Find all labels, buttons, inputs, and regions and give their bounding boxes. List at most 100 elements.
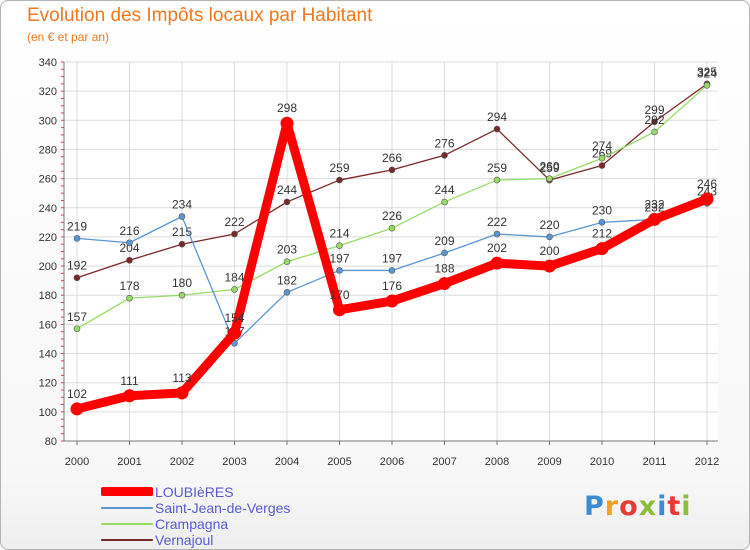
data-label-vernajoul: 269	[592, 146, 612, 160]
data-label-vernajoul: 294	[487, 110, 507, 124]
data-point-crampagna	[703, 82, 711, 89]
data-label-loubi-res: 200	[539, 244, 559, 258]
data-label-loubi-res: 113	[172, 371, 191, 385]
x-tick-label: 2012	[695, 456, 719, 468]
x-tick-label: 2006	[380, 456, 404, 468]
data-point-loubi-res	[490, 256, 504, 270]
data-label-crampagna: 260	[539, 160, 559, 174]
legend-label: LOUBIèRES	[155, 484, 234, 500]
data-point-loubi-res	[385, 294, 399, 308]
x-tick-label: 2009	[537, 456, 561, 468]
legend-label: Saint-Jean-de-Verges	[155, 500, 291, 516]
logo-letter: o	[619, 491, 639, 522]
data-label-crampagna: 157	[67, 310, 87, 324]
data-label-saint-jean-de-verges: 216	[119, 224, 139, 238]
data-point-saint-jean-de-verges	[546, 233, 553, 241]
logo-letter: P	[584, 491, 605, 522]
data-point-saint-jean-de-verges	[598, 219, 606, 226]
data-label-crampagna: 274	[592, 139, 612, 153]
data-point-crampagna	[546, 175, 553, 182]
data-point-crampagna	[126, 294, 133, 302]
data-point-vernajoul	[283, 198, 291, 206]
data-label-saint-jean-de-verges: 219	[67, 219, 87, 233]
y-tick-label: 200	[39, 261, 57, 273]
data-label-crampagna: 203	[277, 243, 297, 257]
x-tick-label: 2004	[275, 456, 299, 468]
data-point-crampagna	[231, 286, 238, 293]
data-point-crampagna	[598, 154, 606, 162]
data-label-saint-jean-de-verges: 182	[277, 273, 297, 287]
legend-swatch-saint-jean-de-verges	[101, 507, 153, 509]
x-tick-label: 2010	[590, 456, 614, 468]
y-tick-label: 300	[39, 115, 57, 127]
data-label-vernajoul: 215	[172, 225, 192, 239]
logo-letter: t	[667, 491, 682, 522]
data-label-vernajoul: 259	[329, 161, 349, 175]
legend-item-vernajoul: Vernajoul	[101, 532, 331, 548]
data-label-vernajoul: 244	[277, 183, 297, 197]
logo-letter: r	[604, 491, 620, 522]
data-label-crampagna: 259	[487, 161, 507, 175]
data-label-loubi-res: 154	[224, 311, 244, 325]
y-tick-label: 280	[39, 144, 57, 156]
x-tick-label: 2011	[643, 456, 667, 468]
data-label-saint-jean-de-verges: 209	[434, 234, 454, 248]
data-label-loubi-res: 212	[592, 227, 612, 241]
data-point-loubi-res	[648, 212, 661, 226]
data-label-loubi-res: 246	[697, 177, 717, 191]
proxiti-logo: Proxiti	[584, 491, 692, 522]
data-label-crampagna: 226	[382, 209, 402, 223]
x-tick-label: 2008	[485, 456, 509, 468]
data-label-saint-jean-de-verges: 230	[592, 203, 612, 217]
data-point-crampagna	[493, 176, 501, 184]
data-label-saint-jean-de-verges: 197	[329, 251, 349, 265]
data-point-vernajoul	[336, 176, 343, 184]
data-label-crampagna: 184	[224, 270, 244, 284]
data-label-loubi-res: 232	[644, 197, 664, 211]
chart-title: Evolution des Impôts locaux par Habitant	[27, 5, 373, 26]
data-point-vernajoul	[126, 256, 133, 264]
data-label-crampagna: 292	[644, 113, 664, 127]
x-tick-label: 2001	[117, 456, 141, 468]
y-tick-label: 340	[39, 57, 57, 69]
y-tick-label: 140	[39, 349, 57, 361]
data-point-loubi-res	[333, 303, 346, 317]
data-point-saint-jean-de-verges	[178, 213, 186, 220]
y-tick-label: 100	[39, 407, 57, 419]
data-point-crampagna	[388, 224, 396, 232]
data-point-vernajoul	[441, 151, 448, 159]
chart-legend: LOUBIèRES Saint-Jean-de-Verges Crampagna…	[101, 484, 331, 548]
plot-area	[64, 62, 718, 441]
data-point-vernajoul	[493, 125, 501, 133]
data-point-loubi-res	[700, 192, 714, 206]
data-label-vernajoul: 192	[67, 259, 87, 273]
data-point-crampagna	[336, 242, 343, 249]
data-point-saint-jean-de-verges	[336, 267, 343, 274]
data-point-vernajoul	[651, 118, 658, 126]
data-point-loubi-res	[123, 389, 136, 403]
legend-swatch-loubieres	[101, 487, 153, 496]
data-label-saint-jean-de-verges: 220	[539, 218, 559, 232]
y-tick-label: 320	[39, 86, 57, 98]
data-point-loubi-res	[175, 386, 189, 400]
legend-label: Vernajoul	[155, 532, 214, 548]
data-label-crampagna: 214	[329, 227, 349, 241]
data-label-vernajoul: 222	[224, 215, 244, 229]
legend-item-saint-jean-de-verges: Saint-Jean-de-Verges	[101, 500, 331, 516]
legend-swatch-vernajoul	[101, 539, 153, 541]
data-point-saint-jean-de-verges	[493, 230, 501, 238]
legend-swatch-crampagna	[101, 523, 153, 525]
data-label-crampagna: 178	[119, 279, 139, 293]
data-point-loubi-res	[543, 259, 556, 273]
logo-letter: i	[681, 491, 692, 522]
data-point-vernajoul	[231, 230, 238, 238]
data-point-loubi-res	[280, 116, 294, 130]
data-label-vernajoul: 299	[644, 103, 664, 117]
logo-letter: i	[657, 491, 668, 522]
data-label-saint-jean-de-verges: 234	[172, 198, 192, 212]
legend-label: Crampagna	[155, 516, 229, 532]
data-point-crampagna	[283, 258, 291, 266]
data-point-saint-jean-de-verges	[441, 249, 448, 257]
